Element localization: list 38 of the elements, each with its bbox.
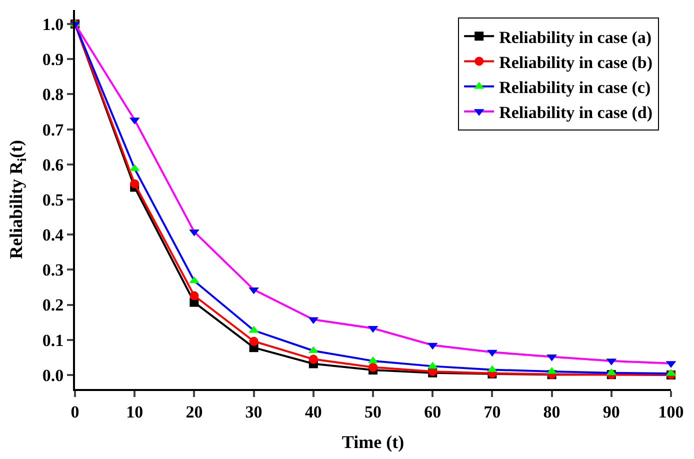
legend-label: Reliability in case (c) [499, 78, 651, 97]
point [368, 362, 378, 372]
x-axis-title: Time (t) [342, 432, 404, 452]
point [546, 366, 557, 374]
x-tick-label: 40 [304, 402, 322, 422]
x-tick-label: 100 [658, 402, 684, 422]
y-tick-label: 0.5 [42, 190, 64, 210]
x-tick-label: 80 [543, 402, 560, 422]
point [248, 326, 259, 333]
x-tick-label: 0 [70, 402, 80, 422]
point [546, 354, 557, 362]
x-tick-label: 70 [484, 402, 501, 422]
legend-label: Reliability in case (b) [499, 52, 653, 72]
y-tick-label: 0.2 [42, 296, 64, 315]
y-tick-label: 0.8 [42, 85, 64, 104]
x-tick-label: 60 [424, 402, 442, 422]
legend-label: Reliability in case (a) [499, 28, 652, 47]
point [487, 350, 498, 357]
y-tick-label: 0.1 [42, 330, 64, 350]
x-tick-label: 50 [364, 402, 382, 422]
point [248, 287, 259, 294]
point [130, 179, 140, 188]
x-tick-label: 30 [245, 402, 262, 422]
x-tick-label: 20 [186, 402, 203, 422]
x-tick-label: 10 [126, 402, 144, 422]
point [190, 291, 199, 300]
y-tick-label: 1.0 [42, 14, 64, 34]
point [249, 336, 258, 346]
legend-label: Reliability in case (d) [499, 103, 653, 122]
y-tick-label: 0.9 [42, 50, 64, 70]
y-tick-label: 0.6 [42, 155, 64, 174]
y-tick-label: 0.4 [42, 226, 64, 245]
y-tick-label: 0.0 [42, 366, 64, 385]
x-tick-label: 90 [602, 402, 620, 422]
point [189, 276, 200, 284]
point [308, 354, 318, 364]
y-tick-label: 0.7 [42, 120, 64, 140]
y-tick-label: 0.3 [42, 260, 64, 280]
